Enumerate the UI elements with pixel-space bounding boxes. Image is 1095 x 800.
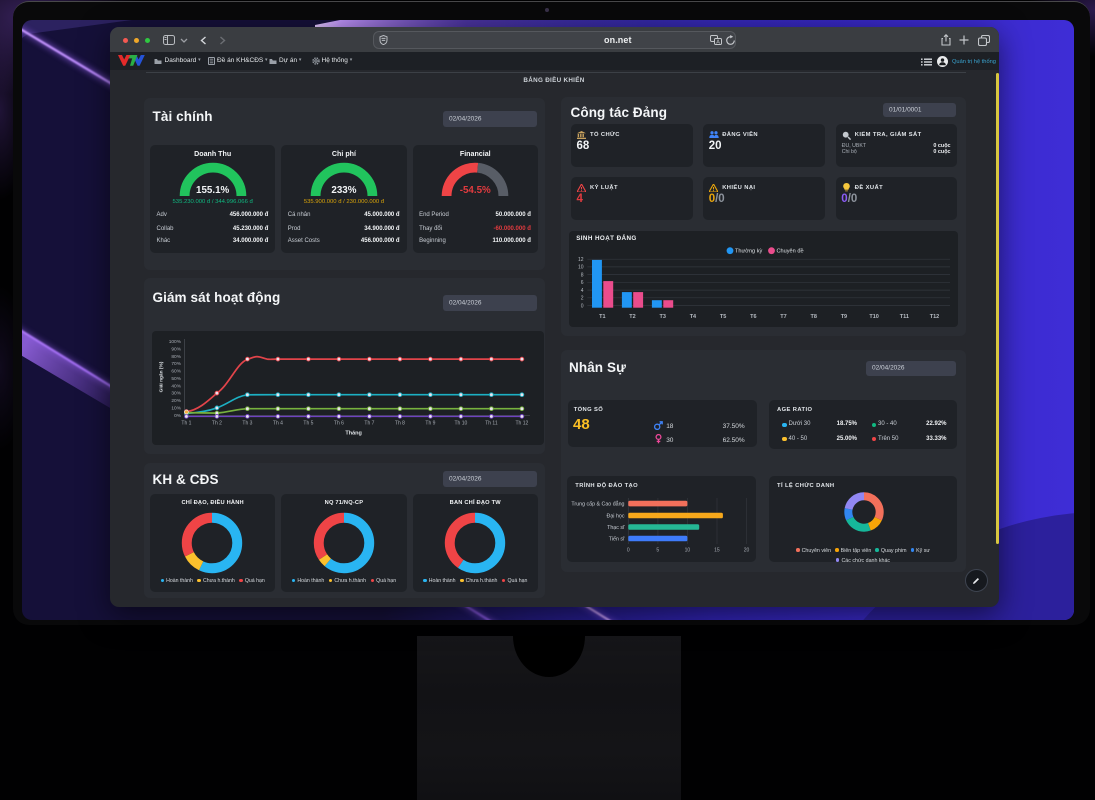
svg-text:T10: T10 — [869, 314, 878, 320]
svg-text:15: 15 — [714, 548, 720, 554]
svg-text:Tháng: Tháng — [346, 430, 363, 436]
svg-text:12: 12 — [578, 257, 584, 263]
svg-text:Th 10: Th 10 — [455, 421, 468, 427]
svg-text:10: 10 — [578, 265, 584, 271]
svg-text:T11: T11 — [899, 314, 908, 320]
svg-text:Đại học: Đại học — [607, 514, 625, 520]
svg-text:50%: 50% — [172, 376, 182, 382]
svg-text:Thường kỳ: Thường kỳ — [735, 249, 763, 255]
svg-text:80%: 80% — [172, 354, 182, 360]
svg-text:Th 2: Th 2 — [212, 421, 222, 427]
svg-text:2: 2 — [580, 295, 583, 301]
svg-text:6: 6 — [580, 280, 583, 286]
svg-text:Th 4: Th 4 — [273, 421, 283, 427]
svg-text:90%: 90% — [172, 346, 182, 352]
svg-text:T5: T5 — [720, 314, 726, 320]
svg-text:Th 3: Th 3 — [243, 421, 253, 427]
svg-text:Chuyên đề: Chuyên đề — [776, 249, 803, 255]
svg-text:10%: 10% — [172, 406, 182, 412]
svg-text:100%: 100% — [169, 339, 182, 345]
svg-text:60%: 60% — [172, 369, 182, 375]
svg-text:Thạc sĩ: Thạc sĩ — [607, 525, 625, 531]
svg-text:0: 0 — [627, 548, 630, 554]
svg-text:70%: 70% — [172, 361, 182, 367]
svg-text:Trung cấp & Cao đẳng: Trung cấp & Cao đẳng — [572, 501, 625, 508]
svg-text:5: 5 — [657, 548, 660, 554]
svg-text:Th 8: Th 8 — [395, 421, 405, 427]
svg-text:10: 10 — [685, 548, 691, 554]
svg-text:T7: T7 — [780, 314, 786, 320]
svg-text:T9: T9 — [840, 314, 846, 320]
svg-text:4: 4 — [580, 288, 583, 294]
svg-text:20%: 20% — [172, 398, 182, 404]
svg-text:Th 6: Th 6 — [334, 421, 344, 427]
svg-text:20: 20 — [744, 548, 750, 554]
svg-text:T3: T3 — [659, 314, 665, 320]
svg-text:T1: T1 — [599, 314, 605, 320]
svg-text:Th 11: Th 11 — [486, 421, 499, 427]
svg-text:A: A — [716, 40, 720, 45]
svg-text:8: 8 — [580, 272, 583, 278]
svg-text:T4: T4 — [689, 314, 696, 320]
svg-text:40%: 40% — [172, 383, 182, 389]
svg-text:Th 7: Th 7 — [365, 421, 375, 427]
svg-text:T8: T8 — [810, 314, 816, 320]
svg-text:T6: T6 — [750, 314, 756, 320]
svg-text:Th 1: Th 1 — [182, 421, 192, 427]
svg-text:Tiến sĩ: Tiến sĩ — [609, 537, 625, 543]
svg-text:Th 5: Th 5 — [304, 421, 314, 427]
svg-text:Th 12: Th 12 — [516, 421, 529, 427]
svg-text:30%: 30% — [172, 391, 182, 397]
svg-text:Giải ngân (%): Giải ngân (%) — [159, 361, 165, 392]
svg-text:Th 9: Th 9 — [426, 421, 436, 427]
svg-text:T2: T2 — [629, 314, 635, 320]
svg-text:0: 0 — [580, 303, 583, 309]
svg-text:0%: 0% — [174, 413, 182, 419]
svg-text:T12: T12 — [929, 314, 938, 320]
